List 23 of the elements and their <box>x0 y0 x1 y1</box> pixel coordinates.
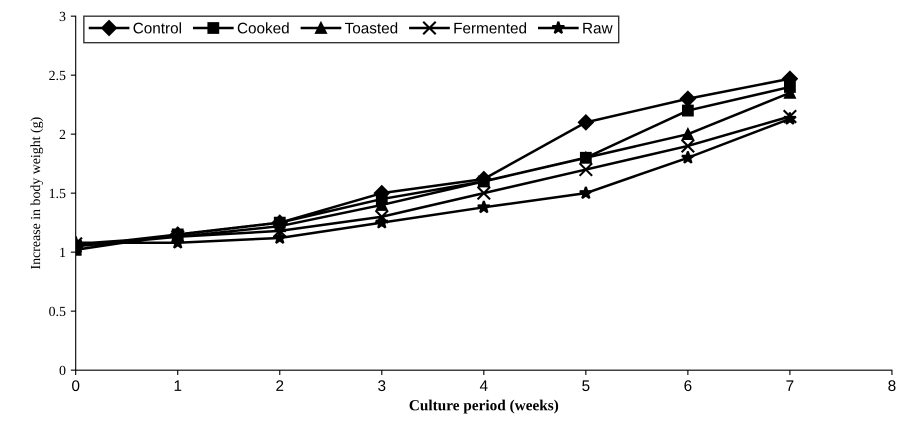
x-tick-label: 5 <box>582 380 590 392</box>
x-tick-label: 8 <box>888 380 896 392</box>
y-tick-label: 2 <box>60 130 66 139</box>
x-tick-label: 4 <box>480 380 488 391</box>
x-tick-label: 1 <box>174 380 182 391</box>
legend-label: Toasted <box>344 22 398 34</box>
legend-label: Control <box>134 22 181 34</box>
legend-label: Cooked <box>238 22 289 34</box>
legend-label: Fermented <box>454 22 526 34</box>
y-axis-title: Increase in body weight (g) <box>30 117 44 270</box>
x-tick-label: 2 <box>276 380 284 391</box>
x-tick-label: 7 <box>786 380 794 391</box>
y-tick-label: 0.5 <box>49 306 66 316</box>
y-tick-label: 1.5 <box>50 188 66 198</box>
y-tick-label: 0 <box>60 366 66 376</box>
x-tick-label: 3 <box>378 380 386 392</box>
x-tick-label: 0 <box>72 380 80 392</box>
x-tick-label: 6 <box>684 380 692 392</box>
y-tick-label: 2.5 <box>49 70 66 80</box>
y-tick-label: 3 <box>60 12 66 22</box>
x-axis-title: Culture period (weeks) <box>410 400 558 414</box>
legend-label: Raw <box>583 22 613 34</box>
y-tick-label: 1 <box>60 248 66 257</box>
